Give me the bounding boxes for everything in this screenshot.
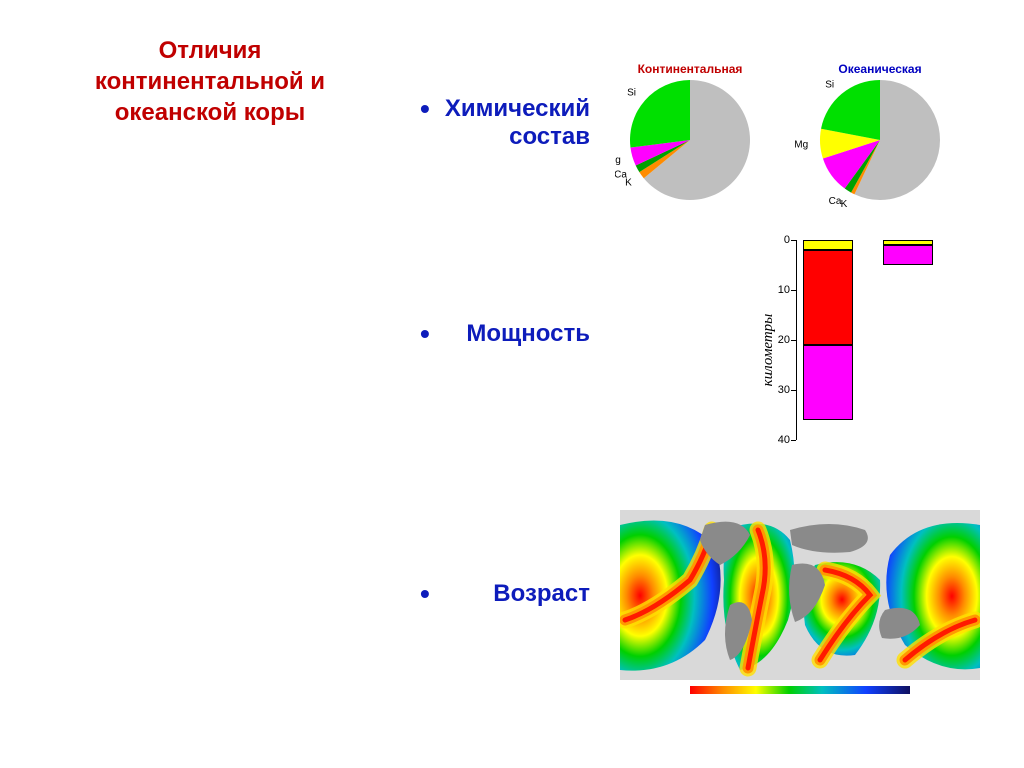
y-tick-mark [791,340,796,341]
y-tick-label: 0 [770,234,790,246]
landmass [790,524,868,553]
bar-segment [803,250,853,345]
y-tick-label: 20 [770,334,790,346]
y-tick-label: 30 [770,384,790,396]
bullet-age: Возраст [380,580,600,608]
thickness-chart: километры 0 10 20 30 40 [740,235,970,465]
bullet-thickness: Мощность [380,320,600,348]
pie-slice-label: Ca [829,196,842,207]
bullet-chemistry: Химический состав [380,95,600,151]
page-title: Отличия континентальной и океанской коры [70,35,350,129]
pie-title: Океаническая [838,62,921,76]
pie-title: Континентальная [638,62,743,76]
pie-slice-label: K [841,199,848,210]
pie-charts-area: КонтинентальнаяKCaMgSiОкеаническаяKCaMgS… [615,55,1015,215]
y-tick-mark [791,240,796,241]
bar-segment [883,245,933,265]
bars-area [796,240,956,440]
pie-slice [630,80,690,148]
map-svg [620,510,980,700]
bar-segment [803,345,853,420]
y-axis-label: километры [760,314,777,387]
y-tick-mark [791,390,796,391]
y-tick-mark [791,440,796,441]
pie-slice-label: Mg [794,140,808,151]
pie-charts-svg: КонтинентальнаяKCaMgSiОкеаническаяKCaMgS… [615,55,1015,225]
pie-slice-label: Si [627,87,636,98]
pie-slice-label: Si [825,80,834,91]
y-tick-label: 10 [770,284,790,296]
y-tick-label: 40 [770,434,790,446]
colorbar [690,686,910,694]
pie-slice-label: Mg [615,155,621,166]
pie-slice-label: Ca [615,170,627,181]
bar-segment [803,240,853,250]
y-tick-mark [791,290,796,291]
seafloor-age-map [620,510,980,700]
